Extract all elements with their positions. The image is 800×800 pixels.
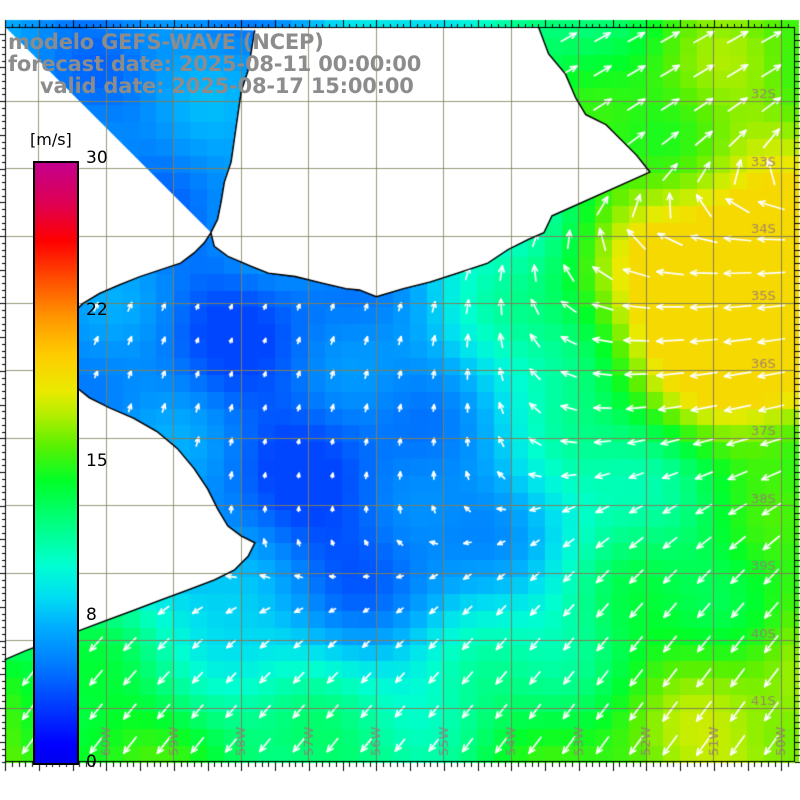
- wind-speed-map: [0, 0, 800, 800]
- map-figure: modelo GEFS-WAVE (NCEP) forecast date: 2…: [0, 0, 800, 800]
